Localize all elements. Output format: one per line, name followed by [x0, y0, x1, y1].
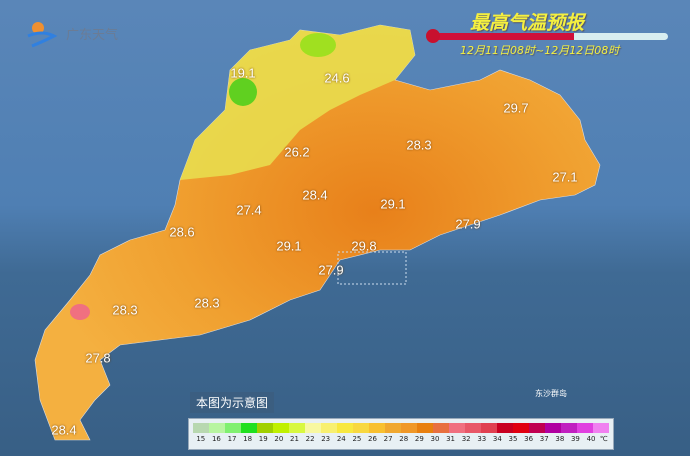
- temperature-label: 27.9: [455, 216, 481, 232]
- hk-macau-outline: [337, 251, 407, 285]
- legend-tick: 22: [305, 435, 315, 443]
- map-title: 最高气温预报: [470, 12, 585, 34]
- legend-tick: 15: [196, 435, 206, 443]
- legend-swatch: [577, 423, 593, 433]
- island-label: 东沙群岛: [535, 389, 567, 398]
- temperature-label: 27.4: [236, 202, 262, 218]
- legend-tick: 19: [258, 435, 268, 443]
- temperature-label: 28.3: [406, 137, 432, 153]
- legend-tick: 29: [414, 435, 424, 443]
- color-legend: 15 16 17 18 19 20 21 22 23 24 25 26 27 28 29 30 31 32 33 34…: [188, 418, 614, 450]
- thermometer-bar: [426, 29, 668, 43]
- temperature-label: 27.8: [85, 350, 111, 366]
- legend-tick: 40: [586, 435, 596, 443]
- legend-tick: 25: [352, 435, 362, 443]
- legend-swatch: [273, 423, 289, 433]
- temperature-label: 24.6: [324, 70, 350, 86]
- legend-swatch: [593, 423, 609, 433]
- legend-tick: 33: [477, 435, 487, 443]
- schematic-note: 本图为示意图: [190, 392, 275, 413]
- legend-swatch: [353, 423, 369, 433]
- legend-tick: 24: [336, 435, 346, 443]
- legend-swatch: [305, 423, 321, 433]
- legend-tick: 31: [446, 435, 456, 443]
- legend-tick: 26: [368, 435, 377, 443]
- temperature-label: 28.4: [302, 187, 328, 203]
- legend-tick: 35: [508, 435, 518, 443]
- legend-tick: 23: [321, 435, 331, 443]
- temperature-label: 27.9: [318, 262, 344, 278]
- temperature-label: 27.1: [552, 169, 578, 185]
- legend-swatch: [465, 423, 481, 433]
- legend-swatch: [241, 423, 257, 433]
- legend-tick: 18: [243, 435, 253, 443]
- legend-tick: 37: [539, 435, 549, 443]
- temperature-label: 28.6: [169, 224, 195, 240]
- legend-tick: 38: [555, 435, 565, 443]
- legend-tick: 16: [211, 435, 221, 443]
- temperature-label: 28.4: [51, 422, 77, 438]
- legend-swatch: [385, 423, 401, 433]
- legend-swatch: [497, 423, 513, 433]
- legend-swatch: [545, 423, 561, 433]
- legend-swatch: [289, 423, 305, 433]
- legend-tick: 17: [227, 435, 237, 443]
- province-shape: [34, 24, 601, 441]
- cold-spot: [229, 78, 257, 106]
- temperature-label: 29.7: [503, 100, 529, 116]
- temperature-label: 28.3: [112, 302, 138, 318]
- legend-swatch: [321, 423, 337, 433]
- legend-swatch: [561, 423, 577, 433]
- legend-tick: 32: [461, 435, 471, 443]
- legend-tick: 28: [399, 435, 409, 443]
- forecast-period: 12月11日08时~12月12日08时: [460, 44, 620, 57]
- temperature-label: 26.2: [284, 144, 310, 160]
- legend-swatch: [225, 423, 241, 433]
- sun-wave-logo-icon: [27, 22, 58, 48]
- legend-swatch: [433, 423, 449, 433]
- logo: 广东天气: [24, 18, 118, 48]
- legend-swatch: [417, 423, 433, 433]
- legend-tick: 21: [290, 435, 299, 443]
- legend-tick: 27: [383, 435, 393, 443]
- legend-swatch: [449, 423, 465, 433]
- legend-swatch: [513, 423, 529, 433]
- legend-tick: 30: [430, 435, 440, 443]
- legend-tick: 20: [274, 435, 284, 443]
- legend-swatch: [401, 423, 417, 433]
- legend-swatch: [193, 423, 209, 433]
- cool-region: [180, 25, 415, 180]
- legend-tick: 36: [524, 435, 534, 443]
- temperature-label: 29.8: [351, 238, 377, 254]
- legend-swatch: [209, 423, 225, 433]
- temperature-label: 19.1: [230, 65, 256, 81]
- legend-swatch: [529, 423, 545, 433]
- temperature-label: 28.3: [194, 295, 220, 311]
- legend-swatch: [337, 423, 353, 433]
- hot-spot: [70, 304, 90, 320]
- legend-swatch: [369, 423, 385, 433]
- temperature-label: 29.1: [276, 238, 302, 254]
- legend-swatch: [481, 423, 497, 433]
- legend-tick: 34: [492, 435, 502, 443]
- cold-spot: [300, 33, 336, 57]
- temperature-label: 29.1: [380, 196, 406, 212]
- legend-tick: 39: [570, 435, 580, 443]
- legend-unit: ℃: [599, 435, 608, 443]
- legend-swatch: [257, 423, 273, 433]
